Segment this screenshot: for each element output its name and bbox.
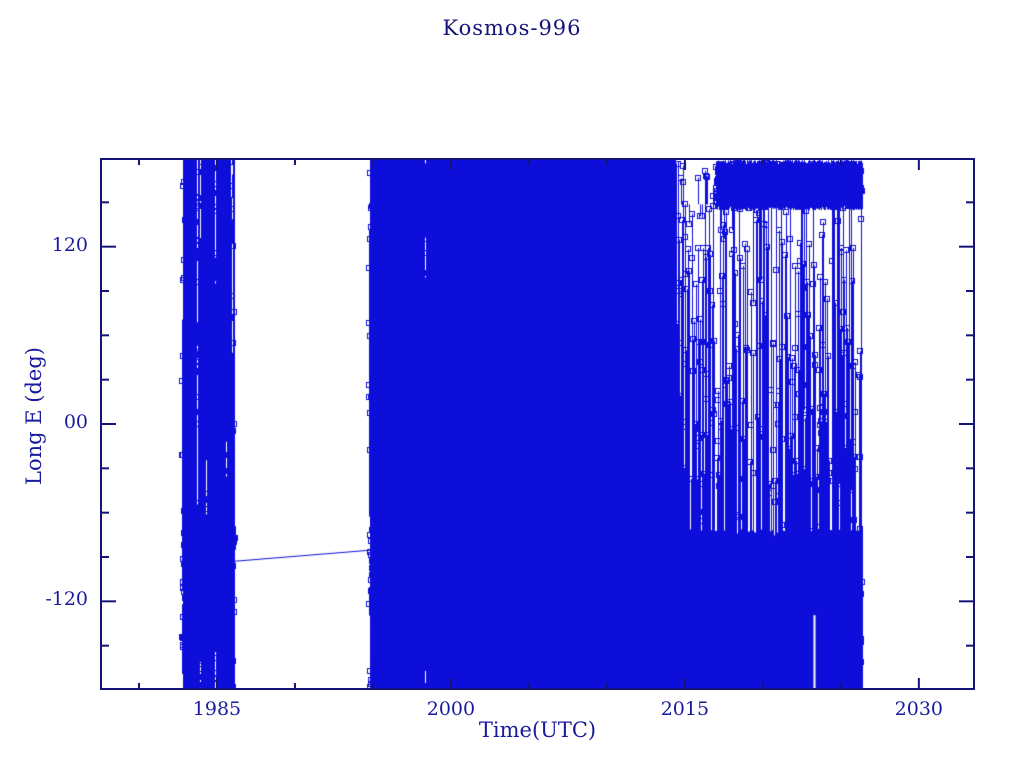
x-tick-label: 2030 [894, 698, 944, 720]
y-tick-label: 00 [63, 411, 88, 433]
x-tick-label: 2000 [426, 698, 476, 720]
series-canvas [102, 160, 973, 688]
plot-area [100, 158, 975, 690]
x-tick-label: 1985 [192, 698, 242, 720]
y-tick-label: 120 [51, 233, 88, 256]
x-tick-label: 2015 [660, 698, 710, 720]
y-tick-label: -120 [45, 588, 88, 611]
x-axis-label: Time(UTC) [478, 718, 597, 742]
page-title: Kosmos-996 [442, 16, 582, 40]
